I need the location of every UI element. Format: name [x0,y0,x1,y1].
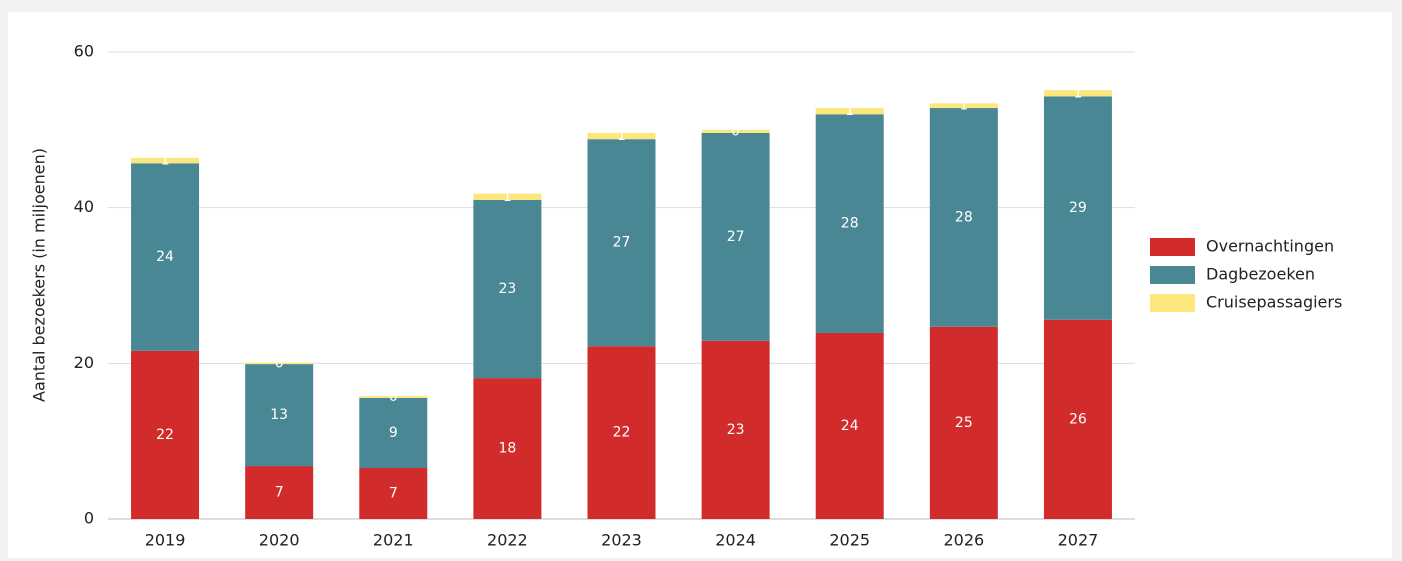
value-label: 18 [498,441,516,457]
value-label: 0 [275,355,284,371]
legend-label: Overnachtingen [1206,237,1334,256]
value-label: 1 [959,98,968,114]
value-label: 23 [727,422,745,438]
y-axis-title: Aantal bezoekers (in miljoenen) [30,148,49,402]
legend-label: Cruisepassagiers [1206,293,1342,312]
bar-segment [929,103,998,109]
bar-segment [815,108,884,115]
value-label: 7 [275,485,284,501]
value-label: 7 [389,486,398,502]
bar-segment [245,362,314,365]
value-label: 24 [841,418,859,434]
value-label: 1 [617,128,626,144]
value-label: 28 [955,209,973,225]
value-label: 0 [389,389,398,405]
value-label: 24 [156,249,174,265]
value-label: 27 [727,229,745,245]
bar-segment [359,468,428,519]
bar-segment [359,396,428,398]
value-label: 22 [613,425,631,441]
value-label: 13 [270,407,288,423]
value-label: 25 [955,415,973,431]
bar-segment [473,199,542,379]
y-tick-label: 60 [74,42,94,61]
bar-segment [701,340,770,519]
panel [8,12,1392,558]
x-tick-label: 2020 [259,531,300,550]
value-label: 26 [1069,411,1087,427]
x-tick-label: 2027 [1058,531,1099,550]
bar-segment [359,397,428,469]
bar-segment [587,132,656,140]
bar-segment [587,139,656,347]
bar-segment [929,108,998,327]
x-tick-label: 2022 [487,531,528,550]
value-label: 1 [1073,85,1082,101]
bar-segment [815,332,884,519]
x-tick-label: 2023 [601,531,642,550]
value-label: 27 [613,235,631,251]
bar-segment [131,163,200,351]
bar-segment [473,378,542,519]
bar-segment [131,157,200,164]
bar-segment [245,364,314,467]
value-label: 1 [503,189,512,205]
bar-segment [587,346,656,519]
legend-swatch [1150,294,1195,312]
x-tick-label: 2019 [145,531,186,550]
legend-swatch [1150,238,1195,256]
x-tick-label: 2025 [829,531,870,550]
value-label: 1 [161,153,170,169]
y-tick-label: 0 [84,509,94,528]
x-tick-label: 2021 [373,531,414,550]
bar-segment [1043,319,1112,519]
bar-segment [131,350,200,519]
legend-swatch [1150,266,1195,284]
value-label: 29 [1069,200,1087,216]
bar-segment [245,466,314,519]
bar-segment [815,114,884,333]
x-tick-label: 2026 [943,531,984,550]
y-tick-label: 40 [74,197,94,216]
value-label: 1 [845,103,854,119]
bar-segment [701,129,770,133]
bar-segment [1043,90,1112,97]
bar-segment [929,326,998,519]
value-label: 22 [156,427,174,443]
bar-segment [473,193,542,200]
y-tick-label: 20 [74,353,94,372]
value-label: 28 [841,216,859,232]
value-label: 0 [731,123,740,139]
value-label: 23 [498,281,516,297]
bar-segment [1043,96,1112,320]
x-tick-label: 2024 [715,531,756,550]
bar-segment [701,132,770,341]
value-label: 9 [389,425,398,441]
legend-label: Dagbezoeken [1206,265,1315,284]
